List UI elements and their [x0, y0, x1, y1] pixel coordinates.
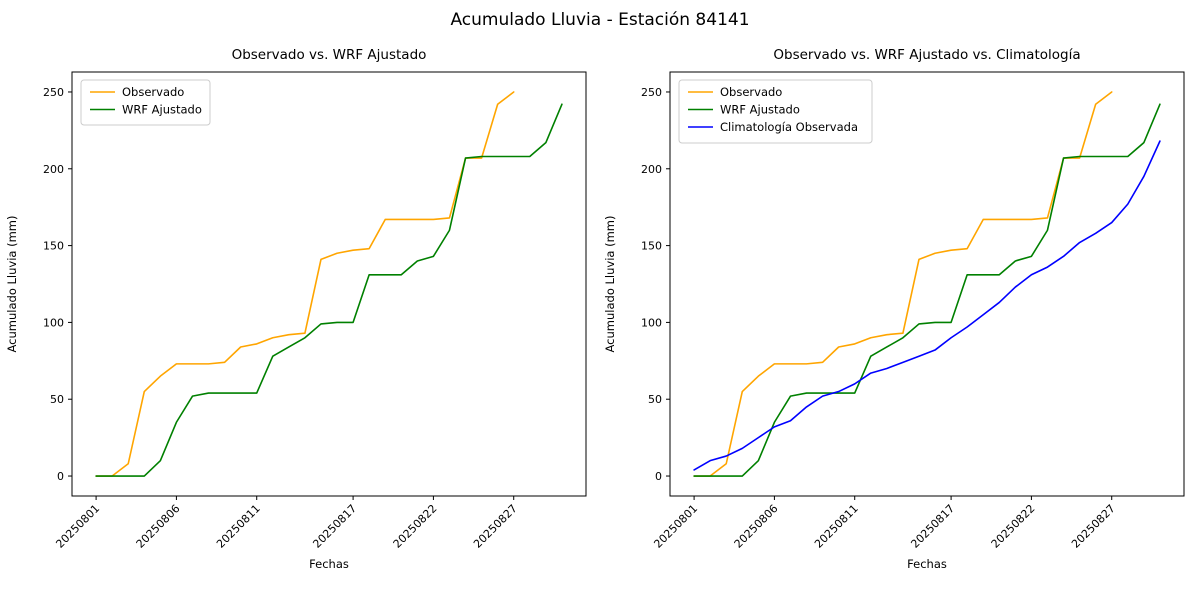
legend-label: Observado [122, 85, 184, 99]
y-tick-label: 200 [43, 163, 64, 176]
series-line-observado [95, 91, 515, 477]
legend-label: WRF Ajustado [720, 103, 800, 117]
subplot-title: Observado vs. WRF Ajustado vs. Climatolo… [773, 47, 1080, 63]
legend: Observado WRF Ajustado Climatología Observ… [678, 79, 873, 144]
x-axis-label: Fechas [907, 557, 947, 571]
right-chart: Observado vs. WRF Ajustado vs. Climatolo… [603, 47, 1185, 571]
x-tick-label: 20250806 [732, 502, 781, 551]
x-axis-label: Fechas [309, 557, 349, 571]
x-tick-label: 20250822 [989, 502, 1038, 551]
x-tick-label: 20250811 [812, 502, 861, 551]
x-tick-label: 20250801 [651, 502, 700, 551]
x-tick-label: 20250827 [471, 502, 520, 551]
y-tick-label: 150 [641, 240, 662, 253]
plot-border [669, 71, 1185, 497]
y-axis-label: Acumulado Lluvia (mm) [603, 216, 617, 353]
y-tick-label: 150 [43, 240, 64, 253]
series-line-climatolog-a-observada [693, 140, 1161, 471]
left-chart: Observado vs. WRF Ajustado 0 50 100 150 200 25… [5, 47, 587, 571]
subplot-title: Observado vs. WRF Ajustado [232, 47, 427, 63]
x-tick-label: 20250806 [134, 502, 183, 551]
y-tick-label: 50 [50, 393, 64, 406]
y-tick-label: 100 [641, 316, 662, 329]
y-tick-label: 0 [57, 470, 64, 483]
x-tick-label: 20250822 [391, 502, 440, 551]
y-axis-label: Acumulado Lluvia (mm) [5, 216, 19, 353]
x-tick-label: 20250817 [908, 502, 957, 551]
x-tick-label: 20250817 [310, 502, 359, 551]
legend: Observado WRF Ajustado [80, 79, 211, 126]
legend-label: Observado [720, 85, 782, 99]
x-tick-label: 20250801 [53, 502, 102, 551]
y-tick-label: 250 [43, 86, 64, 99]
legend-label: WRF Ajustado [122, 103, 202, 117]
x-tick-label: 20250827 [1069, 502, 1118, 551]
y-tick-label: 100 [43, 316, 64, 329]
plot-border [71, 71, 587, 497]
series-line-wrf-ajustado [693, 103, 1161, 477]
x-tick-label: 20250811 [214, 502, 263, 551]
figure-title: Acumulado Lluvia - Estación 84141 [450, 10, 750, 30]
series-line-observado [693, 91, 1113, 477]
chart-panels: Observado vs. WRF Ajustado 0 50 100 150 200 25… [0, 38, 1196, 594]
y-tick-label: 50 [648, 393, 662, 406]
y-tick-label: 200 [641, 163, 662, 176]
series-line-wrf-ajustado [95, 103, 563, 477]
y-tick-label: 250 [641, 86, 662, 99]
legend-label: Climatología Observada [720, 120, 858, 134]
legend-box [678, 79, 873, 144]
y-tick-label: 0 [655, 470, 662, 483]
